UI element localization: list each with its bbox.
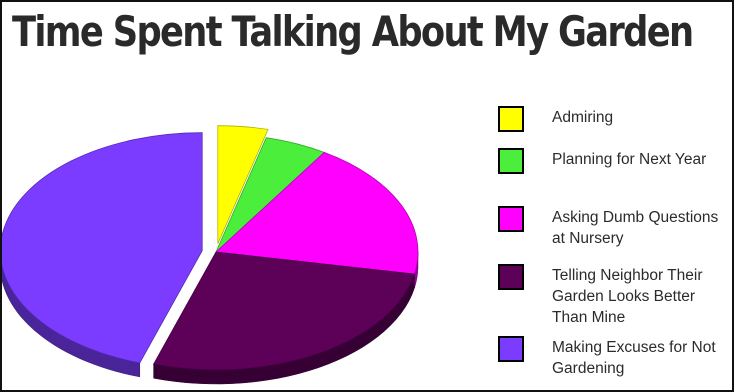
chart-title: Time Spent Talking About My Garden (12, 7, 694, 56)
pie-slice-asking-dumb-questions-at-nursery (215, 151, 419, 275)
pie-slice-admiring (217, 125, 269, 244)
legend-label: Telling Neighbor Their Garden Looks Bett… (552, 267, 703, 326)
legend-swatch (498, 206, 524, 232)
legend-swatch (498, 264, 524, 290)
chart-legend: Admiring Planning for Next Year Asking Dum… (498, 106, 732, 386)
legend-swatch (498, 106, 524, 132)
legend-label: Asking Dumb Questions at Nursery (552, 209, 719, 247)
legend-swatch (498, 148, 524, 174)
pie-slice-making-excuses-for-not-gardening (2, 132, 203, 364)
legend-label: Making Excuses for Not Gardening (552, 339, 716, 377)
legend-label: Planning for Next Year (552, 151, 707, 168)
legend-label: Admiring (552, 109, 614, 126)
pie-slice-telling-neighbor-their-garden-looks-better-than-mine (152, 251, 415, 371)
legend-swatch (498, 336, 524, 362)
